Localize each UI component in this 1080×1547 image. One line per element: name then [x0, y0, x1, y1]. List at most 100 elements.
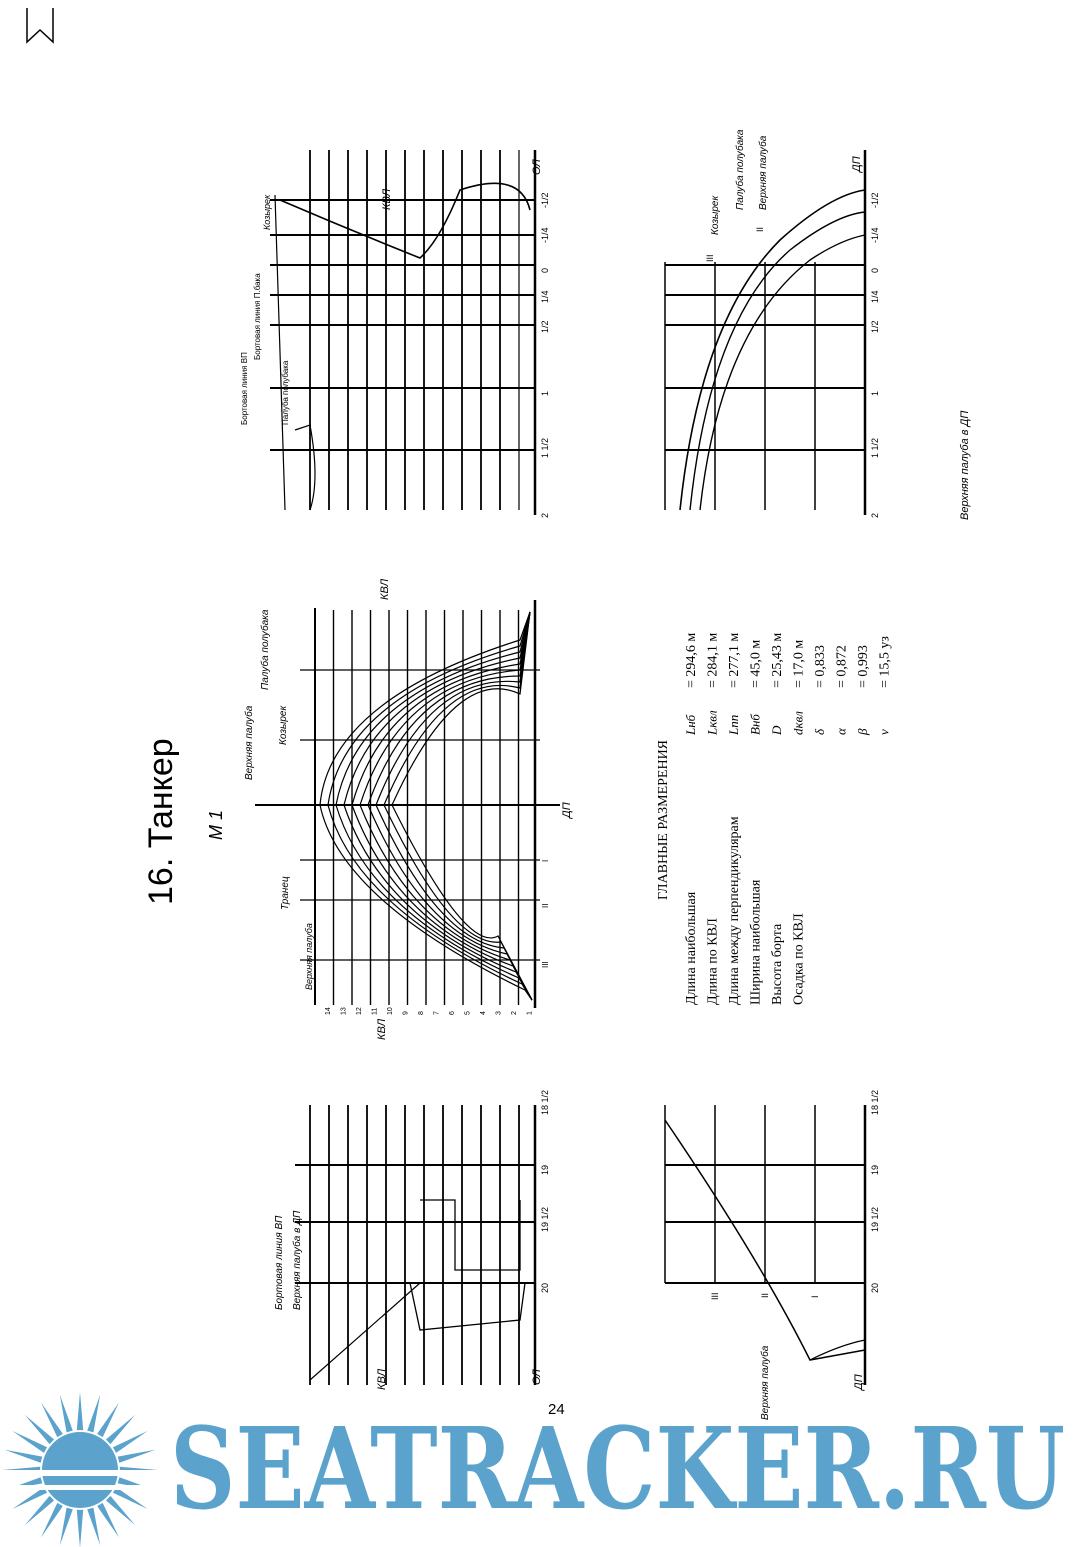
bookmark-icon[interactable] — [26, 8, 54, 44]
label-side-line-vp-bl: Бортовая линия ВП — [274, 1215, 285, 1310]
waterline-label: 12 — [356, 1007, 363, 1015]
stern-contour — [409, 1282, 526, 1331]
label-kvl-tl: КВЛ — [381, 188, 393, 210]
label-kvl-bp-right: КВЛ — [379, 578, 391, 600]
station-label: 1/4 — [870, 290, 880, 303]
bulwark-curve — [699, 234, 866, 511]
label-forecastle-deck-tr: Палуба полубака — [734, 129, 746, 210]
label-upper-deck-bp: Верхняя палуба — [243, 705, 255, 780]
dimension-value: = 284,1 м — [706, 633, 721, 688]
waterline-label: 14 — [325, 1007, 332, 1015]
stern-section-curve — [327, 804, 533, 1001]
dimension-name: Осадка по КВЛ — [792, 913, 807, 1005]
dimension-symbol: Lпп — [726, 715, 741, 736]
sun-ray — [76, 1392, 84, 1431]
stern-section-curve — [375, 804, 533, 1001]
station-label: 18 1/2 — [540, 1090, 550, 1115]
waterline-label: 7 — [434, 1011, 441, 1015]
sun-stripe — [0, 1485, 160, 1490]
bow-section-curve — [343, 611, 531, 806]
station-label: -1/2 — [870, 192, 880, 208]
sun-ray — [24, 1495, 55, 1526]
dimension-value: = 0,993 — [856, 645, 871, 688]
bow-section-curve — [367, 611, 531, 806]
rudder-outline — [420, 1199, 521, 1271]
sun-ray — [117, 1449, 156, 1463]
dimension-name: Ширина наибольшая — [749, 879, 764, 1005]
dimensions-header: ГЛАВНЫЕ РАЗМЕРЕНИЯ — [656, 740, 671, 900]
roman-label-II-tr: II — [755, 227, 765, 232]
dimension-symbol: Lквл — [705, 710, 720, 736]
waterline-label: 11 — [372, 1008, 379, 1015]
bow-section-curve — [319, 611, 531, 806]
station-label: 20 — [540, 1283, 550, 1293]
keel-curve — [809, 1339, 866, 1361]
stern-section-curve — [367, 804, 533, 1001]
label-kvl-bl: КВЛ — [376, 1368, 388, 1390]
dimension-symbol: Bнб — [748, 714, 763, 735]
station-label: 2 — [870, 513, 880, 518]
station-label: 19 1/2 — [870, 1207, 880, 1232]
page-number: 24 — [548, 1401, 565, 1418]
station-label: -1/2 — [540, 192, 550, 208]
dimension-name: Длина по КВЛ — [706, 918, 721, 1005]
sun-ray — [105, 1495, 136, 1526]
sun-stripe — [0, 1470, 160, 1476]
label-ol-bl: ОЛ — [531, 1369, 543, 1385]
dimension-value: = 0,833 — [813, 645, 828, 688]
label-upper-deck-stern-bp: Верхняя палуба — [304, 923, 314, 990]
dimension-value: = 15,5 уз — [878, 636, 893, 688]
sun-ray — [112, 1487, 148, 1509]
label-transom: Транец — [280, 876, 291, 910]
station-label: 2 — [540, 513, 550, 518]
station-label: 1/2 — [870, 320, 880, 333]
dimension-symbol: D — [769, 725, 784, 736]
sun-ray — [12, 1487, 48, 1509]
sun-ray — [4, 1449, 43, 1463]
stern-section-curve — [359, 804, 533, 1001]
dimension-name: Высота борта — [770, 923, 785, 1005]
label-dp-br: ДП — [853, 1374, 865, 1392]
roman-label-III-br: III — [710, 1292, 720, 1300]
bow-section-curve — [327, 611, 531, 806]
roman-label-II-bp: II — [541, 904, 550, 908]
station-label: 20 — [870, 1283, 880, 1293]
sun-ray — [59, 1394, 73, 1433]
sun-ray — [97, 1402, 119, 1438]
scale-label: М 1 — [206, 810, 226, 840]
sun-ray — [112, 1431, 148, 1453]
sun-ray — [41, 1502, 63, 1538]
station-label: 1 1/2 — [540, 438, 550, 458]
dimension-symbol: β — [855, 728, 870, 736]
bow-section-curve — [335, 611, 531, 806]
forecastle-curve — [689, 211, 866, 511]
label-forecastle-deck-bp: Палуба полубака — [259, 609, 271, 690]
dimension-symbol: Lнб — [683, 714, 698, 736]
station-label: 1 1/2 — [870, 438, 880, 458]
waterline-label: 1 — [527, 1011, 534, 1015]
sun-ray — [87, 1394, 101, 1433]
seatracker-watermark: SEATRACKER.RU — [0, 1392, 1065, 1547]
sun-ray — [87, 1507, 101, 1546]
dimension-value: = 277,1 м — [727, 633, 742, 688]
station-label: -1/4 — [870, 227, 880, 243]
stern-section-curve — [343, 804, 533, 1001]
sun-ray — [97, 1502, 119, 1538]
label-side-line-vp: Бортовая линия ВП — [240, 352, 249, 425]
roman-label-I-br: I — [810, 1295, 820, 1298]
label-side-line-forecastle: Бортовая линия П.бака — [253, 273, 262, 360]
stern-section-curve — [351, 804, 533, 1001]
waterline-label: 2 — [511, 1011, 518, 1015]
dimension-symbol: dквл — [791, 711, 806, 735]
waterline-label: 13 — [341, 1007, 348, 1015]
sun-ray — [24, 1414, 55, 1445]
station-label: 0 — [870, 268, 880, 273]
label-bulwark-tl: Козырек — [262, 194, 272, 230]
station-label: 1 — [870, 391, 880, 396]
station-label: 18 1/2 — [870, 1090, 880, 1115]
bow-section-curve — [359, 611, 531, 806]
sun-ray — [41, 1402, 63, 1438]
label-upper-deck-dp: Верхняя палуба в ДП — [959, 411, 971, 520]
page-title: 16. Танкер — [142, 738, 180, 905]
sun-ray — [12, 1431, 48, 1453]
